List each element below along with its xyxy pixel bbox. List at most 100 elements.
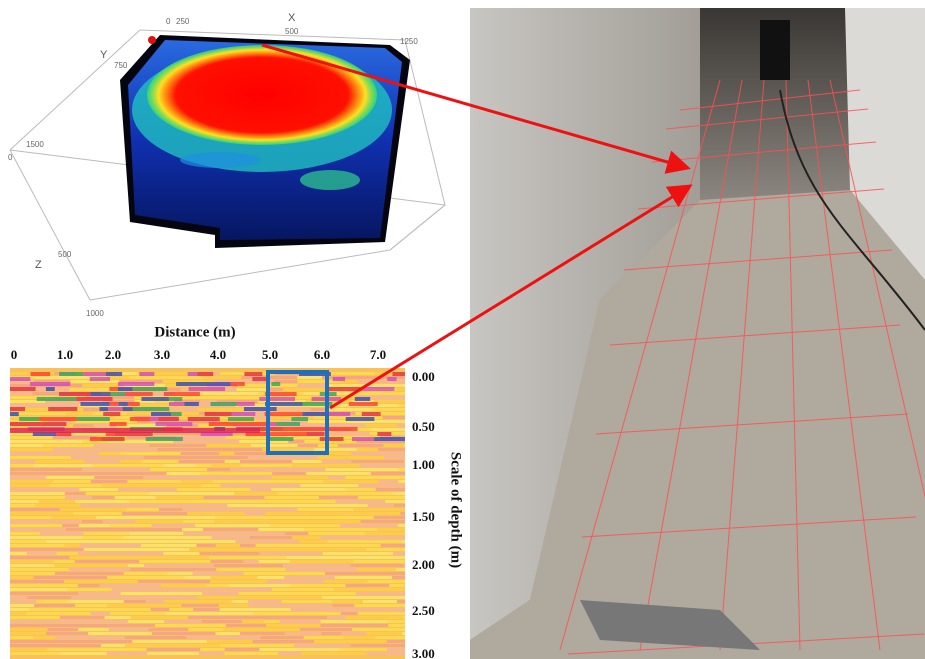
texture-band: [272, 476, 328, 479]
texture-band: [278, 492, 334, 495]
texture-band: [351, 392, 405, 395]
texture-band: [184, 576, 210, 579]
texture-band: [368, 580, 388, 583]
texture-band: [202, 376, 242, 379]
texture-band: [349, 402, 378, 406]
texture-band: [146, 437, 183, 441]
texture-band: [224, 652, 278, 655]
x-tick-label: 5.0: [262, 347, 278, 362]
texture-band: [139, 372, 154, 376]
texture-band: [284, 576, 334, 579]
texture-band: [298, 444, 318, 447]
texture-band: [323, 552, 393, 555]
texture-band: [223, 628, 245, 631]
texture-band: [312, 544, 380, 547]
texture-band: [157, 480, 181, 483]
texture-band: [182, 604, 219, 607]
texture-band: [169, 540, 235, 543]
x-tick-label: 2.0: [105, 347, 121, 362]
texture-band: [333, 492, 392, 495]
texture-band: [123, 407, 133, 411]
depth-tick-label: 0.00: [412, 369, 435, 384]
texture-band: [264, 496, 297, 499]
texture-band: [85, 460, 121, 463]
texture-band: [10, 588, 68, 591]
z-tick-label: 0: [8, 153, 13, 162]
texture-band: [200, 448, 262, 451]
texture-band: [320, 437, 344, 441]
texture-band: [182, 592, 202, 595]
texture-band: [265, 402, 303, 406]
texture-band: [374, 516, 405, 519]
texture-band: [382, 416, 405, 419]
texture-band: [314, 448, 357, 451]
x-tick-label: 7.0: [370, 347, 386, 362]
texture-band: [374, 437, 405, 441]
figure: X Y Z 0 250 500 1250 750 1500 0 500 1000…: [0, 0, 925, 659]
texture-band: [352, 437, 374, 441]
texture-band: [207, 468, 230, 471]
texture-band: [82, 536, 123, 539]
texture-band: [259, 504, 312, 507]
texture-band: [357, 380, 405, 383]
texture-band: [256, 544, 313, 547]
texture-band: [188, 616, 247, 619]
texture-band: [141, 397, 168, 401]
texture-band: [70, 380, 90, 383]
radargram-title: Distance (m): [154, 324, 235, 340]
texture-band: [125, 652, 147, 655]
texture-band: [40, 422, 66, 426]
texture-band: [298, 592, 356, 595]
texture-band: [322, 596, 370, 599]
texture-band: [290, 560, 354, 563]
texture-band: [59, 372, 83, 376]
texture-band: [211, 402, 238, 406]
texture-band: [10, 592, 78, 595]
texture-band: [375, 636, 405, 639]
texture-band: [260, 636, 303, 639]
texture-band: [294, 572, 325, 575]
texture-band: [243, 412, 255, 416]
texture-band: [57, 644, 101, 647]
texture-band: [231, 500, 296, 503]
texture-band: [123, 536, 144, 539]
axis-label-z: Z: [35, 259, 42, 271]
texture-band: [30, 382, 46, 386]
texture-band: [307, 432, 325, 436]
texture-band: [396, 568, 405, 571]
texture-band: [301, 652, 366, 655]
texture-band: [91, 480, 128, 483]
texture-band: [244, 372, 262, 376]
texture-band: [387, 640, 405, 643]
texture-band: [398, 524, 405, 527]
texture-band: [286, 556, 336, 559]
texture-band: [102, 484, 172, 487]
texture-band: [231, 382, 245, 386]
texture-band: [10, 624, 84, 627]
texture-band: [225, 648, 260, 651]
x-tick-label: 500: [285, 27, 299, 36]
anomaly-patch: [180, 152, 260, 168]
texture-band: [60, 508, 127, 511]
texture-band: [259, 552, 323, 555]
texture-band: [175, 436, 225, 439]
texture-band: [356, 592, 405, 595]
texture-band: [202, 382, 230, 386]
texture-band: [75, 604, 90, 607]
texture-band: [149, 492, 171, 495]
texture-band: [215, 632, 240, 635]
texture-band: [379, 480, 399, 483]
x-tick-label: 1250: [400, 37, 418, 46]
texture-band: [266, 624, 320, 627]
texture-band: [259, 560, 290, 563]
texture-band: [54, 564, 128, 567]
texture-band: [10, 444, 43, 447]
texture-band: [153, 568, 216, 571]
texture-band: [265, 412, 303, 416]
texture-band: [365, 532, 405, 535]
texture-band: [228, 588, 272, 591]
texture-band: [243, 560, 258, 563]
texture-band: [82, 384, 123, 387]
texture-band: [328, 540, 402, 543]
